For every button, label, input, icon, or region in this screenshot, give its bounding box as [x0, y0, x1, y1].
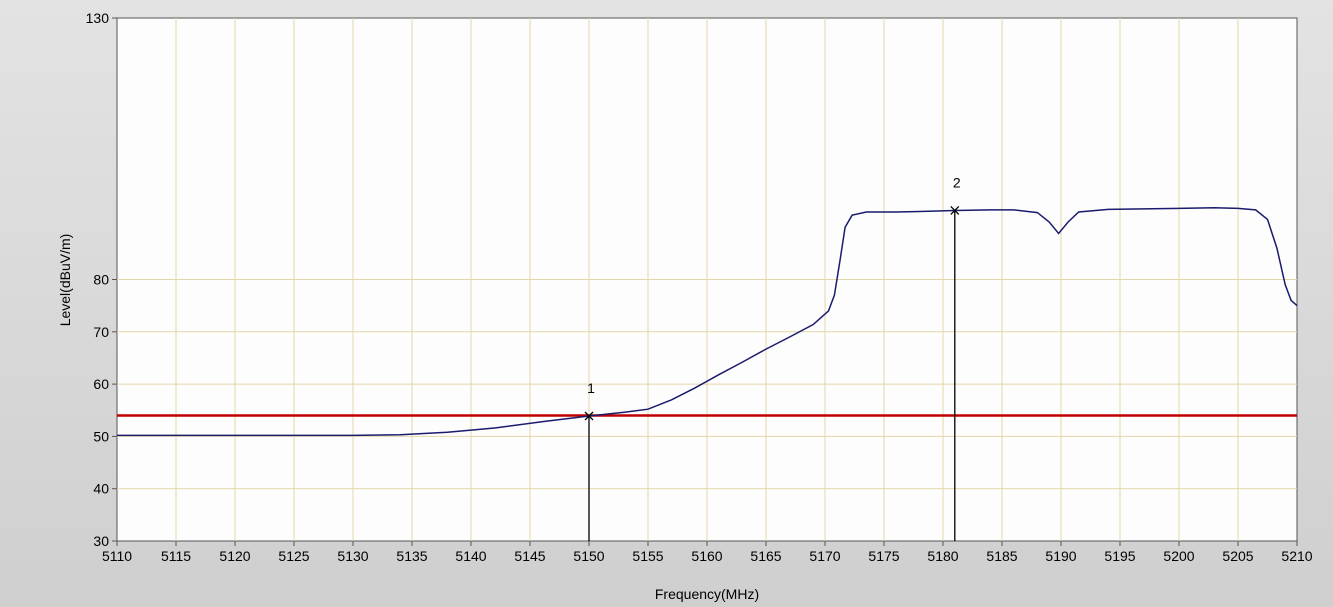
x-tick-label: 5195 — [1104, 548, 1135, 564]
x-tick-label: 5180 — [927, 548, 958, 564]
x-tick-label: 5120 — [219, 548, 250, 564]
x-tick-label: 5210 — [1281, 548, 1312, 564]
x-tick-label: 5190 — [1045, 548, 1076, 564]
x-tick-label: 5145 — [514, 548, 545, 564]
x-tick-label: 5160 — [691, 548, 722, 564]
x-axis-title: Frequency(MHz) — [655, 586, 759, 602]
x-tick-labels: 5110 5115 5120 5125 5130 5135 5140 5145 5150 5155… — [102, 548, 1313, 564]
y-tick-label: 130 — [86, 10, 110, 26]
y-tick-labels: 30 40 50 60 70 80 130 — [86, 10, 110, 549]
y-tick-label: 70 — [93, 324, 109, 340]
x-tick-label: 5125 — [278, 548, 309, 564]
x-tick-label: 5130 — [337, 548, 368, 564]
x-tick-label: 5165 — [750, 548, 781, 564]
marker-2-label: 2 — [953, 174, 961, 190]
y-tick-label: 50 — [93, 428, 109, 444]
x-tick-label: 5205 — [1222, 548, 1253, 564]
marker-1-label: 1 — [587, 380, 595, 396]
y-tick-label: 30 — [93, 533, 109, 549]
x-tick-label: 5115 — [161, 548, 191, 564]
x-tick-label: 5140 — [455, 548, 486, 564]
x-tick-label: 5200 — [1163, 548, 1194, 564]
x-tick-label: 5150 — [573, 548, 604, 564]
x-tick-label: 5175 — [868, 548, 899, 564]
y-tick-label: 40 — [93, 481, 109, 497]
x-tick-label: 5135 — [396, 548, 427, 564]
x-tick-label: 5155 — [632, 548, 663, 564]
y-tick-label: 60 — [93, 376, 109, 392]
x-tick-label: 5170 — [809, 548, 840, 564]
y-axis-title: Level(dBuV/m) — [57, 234, 73, 327]
x-tick-label: 5185 — [986, 548, 1017, 564]
y-tick-label: 80 — [93, 272, 109, 288]
x-tick-label: 5110 — [102, 548, 132, 564]
